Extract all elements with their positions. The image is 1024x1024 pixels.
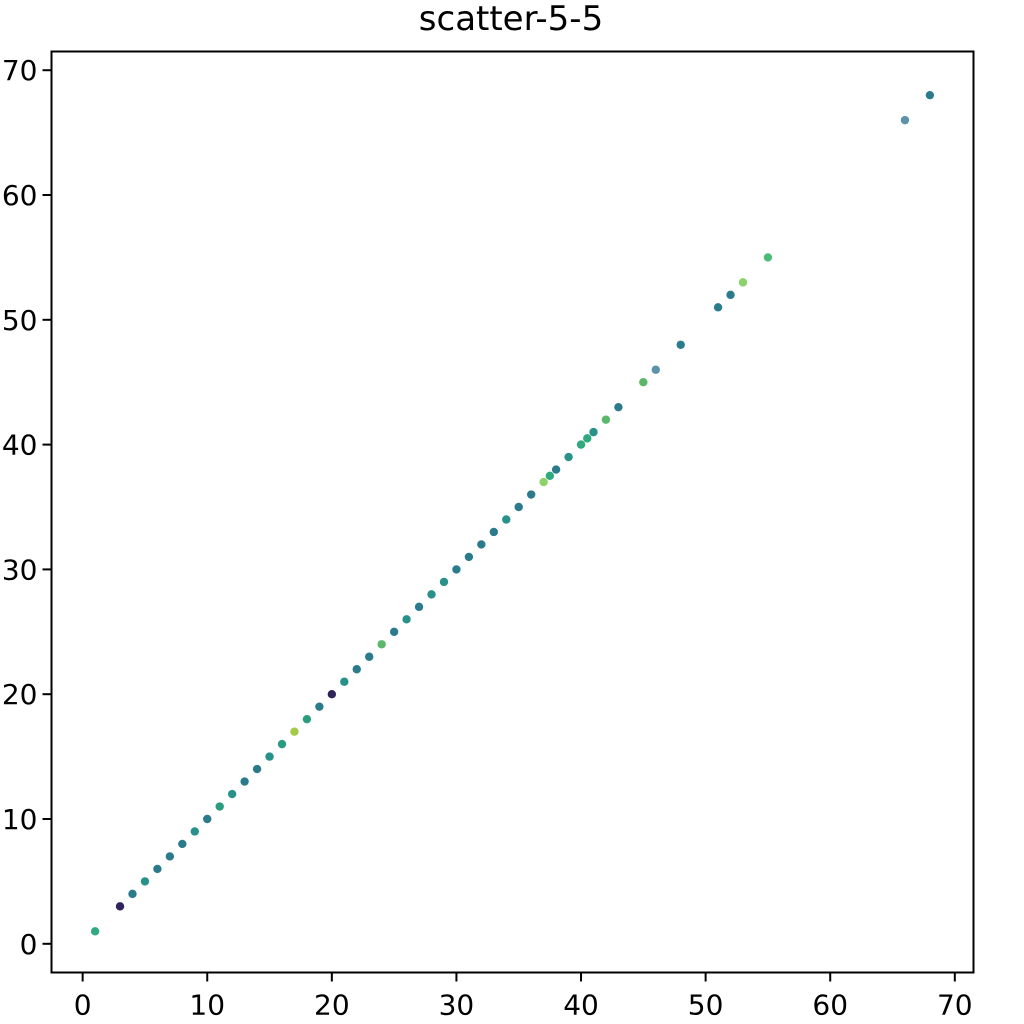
scatter-point-14: [277, 739, 287, 749]
scatter-point-24: [402, 615, 411, 624]
scatter-point-10: [227, 789, 237, 799]
scatter-point-17: [315, 702, 324, 711]
scatter-point-15: [290, 727, 299, 736]
x-tick-label-6: 60: [812, 989, 848, 1022]
scatter-point-31: [489, 527, 499, 537]
scatter-point-12: [252, 764, 262, 774]
x-tick-label-2: 20: [314, 989, 350, 1022]
scatter-point-46: [676, 340, 685, 349]
scatter-point-50: [763, 253, 773, 262]
scatter-point-49: [738, 278, 748, 287]
scatter-point-9: [215, 802, 224, 811]
scatter-point-11: [240, 777, 249, 786]
scatter-point-21: [365, 652, 374, 661]
scatter-point-34: [526, 490, 536, 499]
scatter-point-48: [726, 290, 735, 300]
scatter-point-47: [713, 303, 723, 312]
scatter-point-25: [414, 602, 424, 612]
scatter-point-16: [302, 714, 312, 724]
plot-frame: [50, 50, 975, 974]
scatter-point-32: [502, 515, 511, 524]
scatter-point-51: [900, 115, 910, 125]
y-tick-label-0: 0: [20, 928, 38, 961]
scatter-point-39: [576, 440, 586, 449]
scatter-point-40: [583, 434, 592, 443]
x-tick-label-7: 70: [937, 989, 973, 1022]
scatter-point-5: [165, 852, 175, 861]
scatter-point-30: [477, 540, 486, 549]
y-tick-label-3: 30: [2, 553, 38, 586]
scatter-point-37: [551, 465, 561, 474]
points-layer: [90, 90, 935, 936]
y-tick-label-6: 60: [2, 179, 38, 212]
scatter-point-6: [178, 839, 187, 849]
scatter-point-3: [140, 877, 150, 886]
scatter-point-38: [564, 452, 573, 462]
scatter-point-44: [639, 378, 648, 387]
scatter-point-2: [128, 889, 137, 899]
y-tick-label-5: 50: [2, 304, 38, 337]
scatter-point-42: [601, 415, 611, 424]
scatter-point-20: [352, 665, 361, 674]
scatter-point-43: [614, 402, 623, 412]
scatter-point-23: [389, 627, 399, 636]
x-axis: 0 10 20 30 40 50 60 70: [74, 972, 973, 1022]
scatter-point-13: [265, 752, 274, 761]
scatter-point-0: [90, 927, 100, 936]
scatter-point-52: [925, 90, 935, 100]
scatter-point-8: [203, 814, 212, 824]
y-tick-label-2: 20: [2, 678, 38, 711]
scatter-point-41: [589, 427, 598, 437]
scatter-point-1: [115, 902, 125, 911]
x-tick-label-1: 10: [189, 989, 225, 1022]
scatter-point-19: [340, 677, 349, 686]
scatter-point-4: [153, 864, 162, 874]
scatter-point-18: [327, 690, 337, 699]
scatter-point-27: [439, 577, 449, 587]
y-axis: 0 10 20 30 40 50 60 70: [2, 54, 52, 961]
x-tick-label-0: 0: [74, 989, 92, 1022]
x-tick-label-3: 30: [439, 989, 475, 1022]
scatter-point-22: [377, 640, 386, 649]
scatter-point-35: [539, 477, 548, 487]
scatter-point-45: [651, 365, 660, 374]
x-tick-label-4: 40: [563, 989, 599, 1022]
scatter-point-33: [514, 502, 523, 512]
y-tick-label-4: 40: [2, 429, 38, 462]
chart-title: scatter-5-5: [419, 0, 603, 39]
x-tick-label-5: 50: [688, 989, 724, 1022]
y-tick-label-1: 10: [2, 803, 38, 836]
y-tick-label-7: 70: [2, 54, 38, 87]
scatter-point-7: [190, 827, 199, 836]
scatter-point-36: [545, 471, 555, 481]
scatter-point-26: [427, 590, 436, 599]
scatter-point-28: [452, 565, 461, 574]
scatter-point-29: [464, 552, 474, 562]
